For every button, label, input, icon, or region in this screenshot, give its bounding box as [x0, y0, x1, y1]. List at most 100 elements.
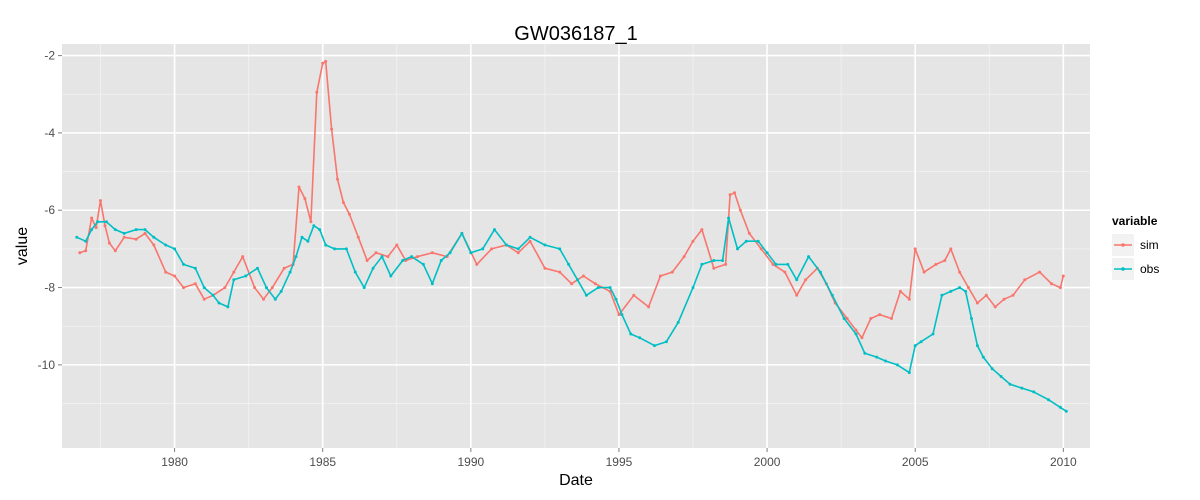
data-point-sim: [759, 247, 763, 251]
data-point-sim: [475, 262, 479, 266]
data-point-sim: [374, 251, 378, 255]
data-point-sim: [297, 185, 301, 189]
data-point-obs: [913, 344, 917, 348]
data-point-sim: [907, 297, 911, 301]
data-point-obs: [975, 344, 979, 348]
data-point-obs: [744, 239, 748, 243]
data-point-obs: [516, 247, 520, 251]
data-point-obs: [279, 289, 283, 293]
data-point-obs: [875, 355, 879, 359]
chart-title: GW036187_1: [514, 23, 637, 45]
data-point-obs: [543, 243, 547, 247]
data-point-obs: [854, 332, 858, 336]
legend-item-obs: obs: [1112, 258, 1159, 280]
data-point-sim: [321, 61, 325, 65]
data-point-sim: [1038, 270, 1042, 274]
data-point-sim: [270, 286, 274, 290]
data-point-sim: [386, 255, 390, 259]
data-point-obs: [786, 262, 790, 266]
data-point-sim: [324, 59, 328, 63]
data-point-obs: [152, 235, 156, 239]
data-point-obs: [676, 320, 680, 324]
data-point-obs: [1064, 409, 1068, 413]
data-point-obs: [173, 247, 177, 251]
y-tick-label: -6: [44, 203, 55, 217]
data-point-sim: [193, 282, 197, 286]
data-point-obs: [863, 351, 867, 355]
data-point-obs: [795, 278, 799, 282]
x-axis-title: Date: [559, 472, 593, 489]
data-point-sim: [728, 193, 732, 197]
legend-title: variable: [1112, 214, 1158, 228]
data-point-sim: [223, 286, 227, 290]
data-point-sim: [632, 293, 636, 297]
y-tick-label: -2: [44, 49, 55, 63]
data-point-sim: [845, 317, 849, 320]
data-point-obs: [736, 247, 739, 251]
data-point-sim: [691, 239, 695, 243]
data-point-sim: [854, 328, 858, 332]
data-point-obs: [691, 286, 695, 290]
data-point-obs: [830, 293, 834, 297]
data-point-sim: [967, 286, 970, 290]
data-point-sim: [712, 266, 716, 270]
data-point-sim: [658, 274, 662, 278]
data-point-obs: [143, 228, 147, 232]
data-point-sim: [152, 243, 156, 247]
data-point-sim: [771, 262, 775, 266]
data-point-sim: [700, 228, 704, 232]
data-point-obs: [907, 371, 911, 375]
data-point-sim: [1002, 297, 1006, 301]
data-point-sim: [241, 255, 245, 259]
data-point-obs: [481, 247, 485, 251]
data-point-obs: [558, 247, 562, 251]
y-axis: -10 -8 -6 -4 -2: [38, 49, 62, 372]
data-point-obs: [362, 286, 366, 290]
data-point-sim: [134, 237, 138, 241]
data-point-sim: [94, 226, 98, 230]
data-point-obs: [614, 297, 618, 301]
data-point-obs: [919, 340, 923, 344]
data-point-obs: [884, 359, 888, 363]
data-point-obs: [964, 289, 968, 293]
data-point-obs: [90, 228, 94, 232]
data-point-obs: [371, 266, 375, 270]
data-point-sim: [993, 305, 997, 309]
data-point-sim: [122, 235, 126, 239]
data-point-obs: [712, 259, 716, 262]
data-point-obs: [333, 247, 337, 251]
data-point-sim: [984, 293, 988, 297]
data-point-obs: [264, 286, 268, 290]
data-point-sim: [173, 274, 177, 278]
x-tick-label: 1985: [309, 455, 336, 469]
data-point-sim: [890, 317, 893, 320]
data-point-obs: [949, 289, 953, 293]
data-point-obs: [202, 286, 206, 290]
data-point-sim: [315, 90, 319, 94]
data-point-sim: [253, 286, 257, 290]
data-point-sim: [303, 197, 307, 201]
data-point-obs: [638, 336, 642, 340]
data-point-sim: [617, 313, 621, 317]
data-point-obs: [318, 228, 322, 232]
data-point-obs: [958, 286, 962, 290]
data-point-sim: [143, 231, 147, 235]
data-point-sim: [202, 297, 206, 301]
data-point-obs: [84, 239, 88, 243]
data-point-obs: [226, 305, 230, 309]
data-point-sim: [975, 301, 979, 305]
data-point-obs: [990, 367, 994, 371]
data-point-sim: [356, 235, 360, 239]
y-axis-title: value: [14, 227, 31, 265]
data-point-sim: [913, 247, 917, 251]
data-point-obs: [818, 270, 822, 274]
data-point-sim: [84, 249, 88, 253]
data-point-obs: [244, 274, 248, 278]
data-point-sim: [516, 251, 520, 255]
data-point-obs: [448, 251, 452, 255]
data-point-sim: [78, 251, 82, 255]
data-point-obs: [256, 266, 259, 270]
data-point-sim: [869, 317, 873, 320]
data-point-obs: [807, 255, 811, 259]
data-point-sim: [365, 259, 369, 262]
